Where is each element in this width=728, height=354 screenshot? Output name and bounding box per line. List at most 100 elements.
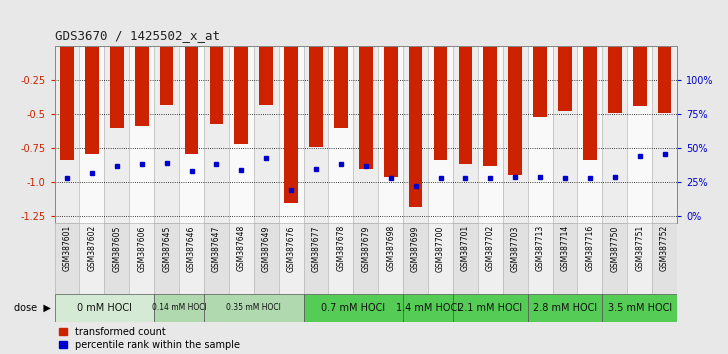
Bar bbox=[110, 46, 124, 128]
Bar bbox=[508, 46, 522, 175]
Bar bbox=[159, 46, 173, 104]
Bar bbox=[428, 46, 453, 223]
Bar bbox=[453, 46, 478, 223]
Bar bbox=[528, 46, 553, 223]
Bar bbox=[334, 46, 348, 128]
Bar bbox=[434, 46, 448, 160]
Text: 1.4 mM HOCl: 1.4 mM HOCl bbox=[396, 303, 460, 313]
Text: GSM387698: GSM387698 bbox=[387, 225, 395, 272]
Text: GSM387701: GSM387701 bbox=[461, 225, 470, 272]
Text: GSM387702: GSM387702 bbox=[486, 225, 495, 272]
Bar bbox=[483, 46, 497, 166]
Bar bbox=[204, 294, 304, 322]
Text: 0.35 mM HOCl: 0.35 mM HOCl bbox=[226, 303, 281, 313]
Bar bbox=[408, 46, 422, 207]
Bar bbox=[628, 46, 652, 223]
Bar bbox=[79, 223, 104, 294]
Text: 0.7 mM HOCl: 0.7 mM HOCl bbox=[321, 303, 385, 313]
Text: GSM387716: GSM387716 bbox=[585, 225, 594, 272]
Bar bbox=[55, 294, 154, 322]
Text: GSM387713: GSM387713 bbox=[536, 225, 545, 272]
Bar bbox=[478, 46, 503, 223]
Bar bbox=[453, 294, 528, 322]
Bar bbox=[602, 294, 677, 322]
Bar bbox=[179, 46, 204, 223]
Bar bbox=[503, 46, 528, 223]
Text: GSM387649: GSM387649 bbox=[262, 225, 271, 272]
Bar bbox=[130, 223, 154, 294]
Bar bbox=[304, 294, 403, 322]
Bar bbox=[234, 46, 248, 144]
Text: GSM387601: GSM387601 bbox=[63, 225, 71, 272]
Bar bbox=[229, 46, 254, 223]
Bar bbox=[104, 46, 130, 223]
Bar bbox=[179, 223, 204, 294]
Text: 2.8 mM HOCl: 2.8 mM HOCl bbox=[533, 303, 597, 313]
Bar bbox=[259, 46, 273, 104]
Text: 3.5 mM HOCl: 3.5 mM HOCl bbox=[608, 303, 672, 313]
Bar bbox=[384, 46, 397, 177]
Bar bbox=[210, 46, 223, 124]
Bar bbox=[130, 46, 154, 223]
Bar bbox=[628, 223, 652, 294]
Bar bbox=[403, 294, 453, 322]
Text: GSM387699: GSM387699 bbox=[411, 225, 420, 272]
Bar bbox=[204, 46, 229, 223]
Legend: transformed count, percentile rank within the sample: transformed count, percentile rank withi… bbox=[60, 327, 240, 350]
Bar bbox=[428, 223, 453, 294]
Bar bbox=[135, 46, 149, 126]
Bar bbox=[254, 223, 279, 294]
Bar bbox=[533, 46, 547, 117]
Bar bbox=[328, 46, 353, 223]
Bar bbox=[254, 46, 279, 223]
Text: GSM387678: GSM387678 bbox=[336, 225, 345, 272]
Text: 2.1 mM HOCl: 2.1 mM HOCl bbox=[458, 303, 523, 313]
Bar bbox=[652, 223, 677, 294]
Bar bbox=[279, 46, 304, 223]
Bar bbox=[154, 223, 179, 294]
Bar bbox=[229, 223, 254, 294]
Bar bbox=[478, 223, 503, 294]
Bar bbox=[55, 46, 79, 223]
Bar bbox=[154, 46, 179, 223]
Bar bbox=[577, 223, 602, 294]
Bar bbox=[403, 46, 428, 223]
Bar bbox=[403, 223, 428, 294]
Bar bbox=[503, 223, 528, 294]
Text: GSM387605: GSM387605 bbox=[112, 225, 122, 272]
Bar bbox=[657, 46, 671, 113]
Text: GSM387606: GSM387606 bbox=[138, 225, 146, 272]
Bar bbox=[55, 223, 79, 294]
Bar bbox=[553, 223, 577, 294]
Bar bbox=[353, 46, 379, 223]
Text: GSM387700: GSM387700 bbox=[436, 225, 445, 272]
Bar bbox=[577, 46, 602, 223]
Text: GSM387750: GSM387750 bbox=[610, 225, 620, 272]
Bar bbox=[284, 46, 298, 202]
Bar bbox=[154, 294, 204, 322]
Text: 0.14 mM HOCl: 0.14 mM HOCl bbox=[151, 303, 207, 313]
Bar bbox=[558, 46, 572, 112]
Bar bbox=[453, 223, 478, 294]
Bar bbox=[379, 223, 403, 294]
Bar bbox=[60, 46, 74, 160]
Bar bbox=[528, 223, 553, 294]
Bar bbox=[185, 46, 199, 154]
Bar bbox=[328, 223, 353, 294]
Bar bbox=[459, 46, 472, 165]
Text: GSM387676: GSM387676 bbox=[287, 225, 296, 272]
Text: GSM387752: GSM387752 bbox=[660, 225, 669, 272]
Text: GSM387645: GSM387645 bbox=[162, 225, 171, 272]
Bar bbox=[309, 46, 323, 147]
Bar bbox=[528, 294, 602, 322]
Bar bbox=[304, 46, 328, 223]
Bar bbox=[104, 223, 130, 294]
Bar bbox=[279, 223, 304, 294]
Bar bbox=[652, 46, 677, 223]
Bar bbox=[553, 46, 577, 223]
Text: GSM387703: GSM387703 bbox=[511, 225, 520, 272]
Bar bbox=[633, 46, 646, 106]
Text: GSM387602: GSM387602 bbox=[87, 225, 96, 272]
Text: GSM387751: GSM387751 bbox=[636, 225, 644, 272]
Bar bbox=[79, 46, 104, 223]
